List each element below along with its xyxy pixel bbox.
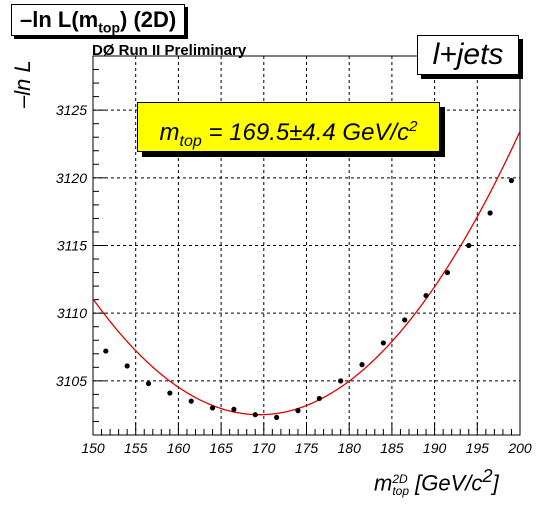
x-tick-label: 195 bbox=[466, 440, 490, 456]
x-tick-label: 200 bbox=[507, 440, 532, 456]
data-point bbox=[103, 348, 109, 354]
title-sub: top bbox=[98, 19, 120, 36]
xlabel-sup: 2D bbox=[392, 471, 408, 486]
title-main: –ln L(m bbox=[20, 7, 99, 32]
experiment-label: DØ Run II Preliminary bbox=[92, 42, 247, 59]
data-point bbox=[338, 378, 344, 384]
data-point bbox=[231, 406, 237, 412]
data-point bbox=[124, 363, 130, 369]
xlabel-sub: top bbox=[392, 483, 410, 498]
x-tick-label: 155 bbox=[124, 440, 148, 456]
data-point bbox=[316, 395, 322, 402]
x-axis-label: m 2D top [GeV/c2] bbox=[374, 465, 499, 497]
y-tick-label: 3125 bbox=[56, 102, 87, 118]
chart-title-box: –ln L(mtop) (2D) bbox=[11, 4, 186, 36]
data-point bbox=[487, 210, 493, 216]
data-point bbox=[444, 269, 451, 276]
data-point bbox=[466, 242, 472, 249]
x-tick-label: 175 bbox=[295, 440, 319, 456]
xlabel-scripts: 2D top bbox=[392, 473, 409, 497]
channel-label: l+jets bbox=[417, 35, 519, 75]
y-tick-label: 3105 bbox=[56, 373, 87, 389]
data-point bbox=[380, 340, 386, 346]
data-point bbox=[423, 292, 429, 299]
xlabel-unit: [GeV/c bbox=[409, 470, 483, 496]
title-tail: ) (2D) bbox=[120, 7, 177, 32]
data-point bbox=[209, 405, 216, 411]
result-sup: 2 bbox=[409, 118, 418, 135]
data-point bbox=[274, 414, 280, 421]
data-point bbox=[167, 390, 173, 396]
y-tick-label: 3120 bbox=[56, 170, 87, 186]
data-point bbox=[295, 408, 301, 414]
xlabel-unit-sup: 2 bbox=[482, 465, 493, 486]
y-tick-label: 3110 bbox=[57, 305, 87, 321]
y-tick-label: 3115 bbox=[57, 238, 87, 254]
data-point bbox=[145, 380, 152, 387]
data-point bbox=[508, 177, 515, 184]
data-point bbox=[359, 362, 365, 368]
x-tick-label: 180 bbox=[338, 440, 362, 456]
x-tick-label: 160 bbox=[167, 440, 191, 456]
x-tick-label: 150 bbox=[81, 440, 105, 456]
xlabel-close: ] bbox=[492, 470, 499, 496]
fit-curve bbox=[93, 131, 520, 416]
xlabel-m: m bbox=[374, 470, 393, 496]
result-sub: top bbox=[179, 132, 202, 150]
fit-result-box: mtop = 169.5±4.4 GeV/c2 bbox=[137, 102, 440, 152]
data-point bbox=[188, 398, 194, 404]
data-point bbox=[252, 412, 258, 418]
data-point bbox=[402, 317, 408, 323]
x-tick-label: 165 bbox=[209, 440, 233, 456]
result-m: m bbox=[159, 119, 180, 146]
y-axis-label: –ln L bbox=[10, 60, 35, 108]
result-eq: = 169.5±4.4 GeV/c bbox=[201, 119, 410, 146]
x-tick-label: 185 bbox=[380, 440, 404, 456]
x-tick-label: 170 bbox=[252, 440, 276, 456]
x-tick-label: 190 bbox=[423, 440, 447, 456]
